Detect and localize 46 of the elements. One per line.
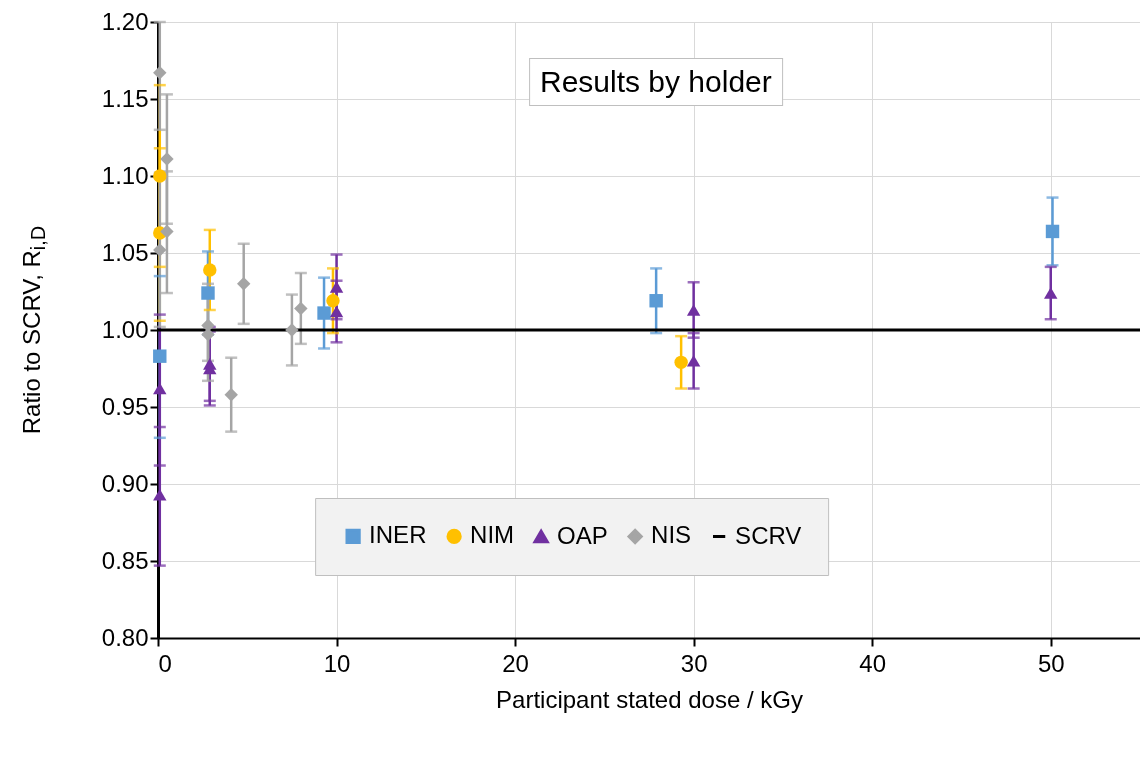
point <box>329 281 344 293</box>
legend-label: NIM <box>470 521 515 549</box>
point <box>153 488 167 501</box>
x-tick-label: 0 <box>158 649 172 677</box>
point <box>674 355 688 370</box>
point <box>329 305 344 318</box>
x-tick-label: 10 <box>323 649 351 677</box>
point <box>236 277 251 291</box>
y-tick-label: 0.90 <box>101 469 149 497</box>
point <box>153 349 167 363</box>
x-axis-title: Participant stated dose / kGy <box>496 685 803 713</box>
point <box>153 382 167 395</box>
x-tick-label: 40 <box>859 649 887 677</box>
point <box>153 66 167 80</box>
y-tick-label: 1.05 <box>101 238 149 266</box>
y-tick-label: 0.95 <box>101 392 149 420</box>
legend-label: INER <box>369 521 427 549</box>
point <box>160 152 174 166</box>
point <box>686 354 701 367</box>
point <box>317 306 331 320</box>
point <box>1044 287 1058 299</box>
point <box>153 169 167 183</box>
y-tick-label: 0.85 <box>101 546 149 574</box>
point <box>649 294 663 308</box>
legend-label: NIS <box>651 521 692 549</box>
point <box>160 224 174 239</box>
point <box>326 294 340 308</box>
point <box>285 323 299 337</box>
y-tick-label: 1.15 <box>101 84 149 112</box>
text: Results by holder <box>528 58 783 106</box>
point <box>686 304 701 316</box>
y-tick-label: 1.00 <box>101 315 149 343</box>
point <box>1045 224 1060 239</box>
x-tick-label: 20 <box>502 649 529 677</box>
legend-label: SCRV <box>735 521 802 549</box>
point <box>294 301 308 316</box>
point <box>203 263 217 277</box>
point <box>153 243 167 257</box>
x-tick-label: 50 <box>1037 649 1065 677</box>
y-tick-label: 0.80 <box>101 623 149 651</box>
x-tick-label: 30 <box>680 649 708 677</box>
y-tick-label: 1.10 <box>101 161 149 189</box>
legend-label: OAP <box>557 521 608 549</box>
point <box>224 387 238 402</box>
point <box>201 286 215 300</box>
y-tick-label: 1.20 <box>101 7 149 35</box>
